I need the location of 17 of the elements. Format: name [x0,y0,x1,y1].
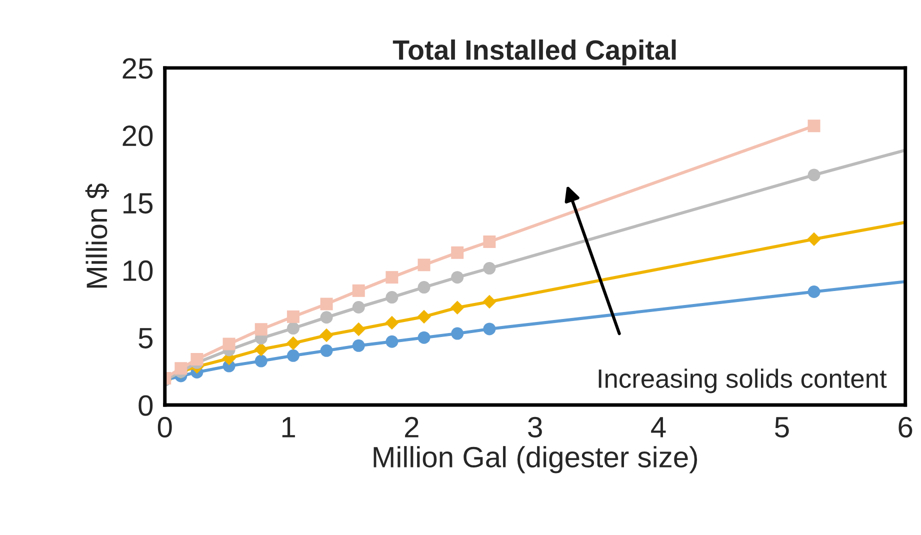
x-tick-label: 0 [158,416,172,438]
x-tick-label: 6 [898,416,912,438]
x-tick-label: 2 [405,416,418,438]
annotation: Increasing solids content [598,368,887,394]
x-axis-title: Million Gal (digester size) [374,446,698,474]
x-tick-label: 5 [774,417,789,438]
chart-title: Total Installed Capital [392,39,676,66]
x-tick-label: 1 [282,417,295,438]
y-tick-label: 15 [124,193,153,214]
y-tick-label: 25 [122,58,153,79]
x-tick-label: 4 [651,417,666,438]
y-tick-label: 20 [122,126,153,146]
y-tick-label: 10 [124,260,153,282]
y-axis-title: Million $ [85,183,109,288]
y-tick-label: 0 [138,395,153,416]
y-tick-label: 5 [138,328,153,348]
x-tick-label: 3 [528,416,542,438]
